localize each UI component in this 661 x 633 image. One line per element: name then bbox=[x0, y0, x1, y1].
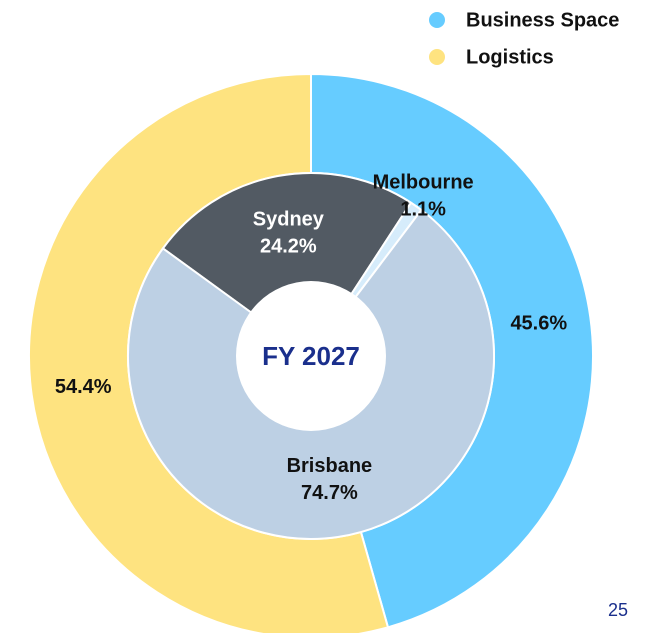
donut bbox=[28, 72, 594, 633]
value-label: 54.4% bbox=[55, 376, 112, 398]
value-label: 74.7% bbox=[301, 482, 358, 504]
slice bbox=[161, 172, 413, 358]
legend: Business Space Logistics bbox=[429, 9, 619, 68]
page-number: 25 bbox=[608, 600, 628, 620]
slice-label: Melbourne bbox=[373, 172, 474, 194]
value-label: 24.2% bbox=[260, 235, 317, 257]
legend-label: Logistics bbox=[466, 46, 554, 68]
legend-swatch bbox=[429, 12, 445, 28]
legend-swatch bbox=[429, 49, 445, 65]
value-label: 1.1% bbox=[400, 199, 446, 221]
center-label: FY 2027 bbox=[262, 341, 360, 371]
value-label: 45.6% bbox=[510, 313, 567, 335]
center-hole bbox=[236, 281, 386, 431]
slice-label: Brisbane bbox=[287, 455, 373, 477]
legend-label: Business Space bbox=[466, 9, 619, 31]
slice-label: Sydney bbox=[253, 208, 325, 230]
